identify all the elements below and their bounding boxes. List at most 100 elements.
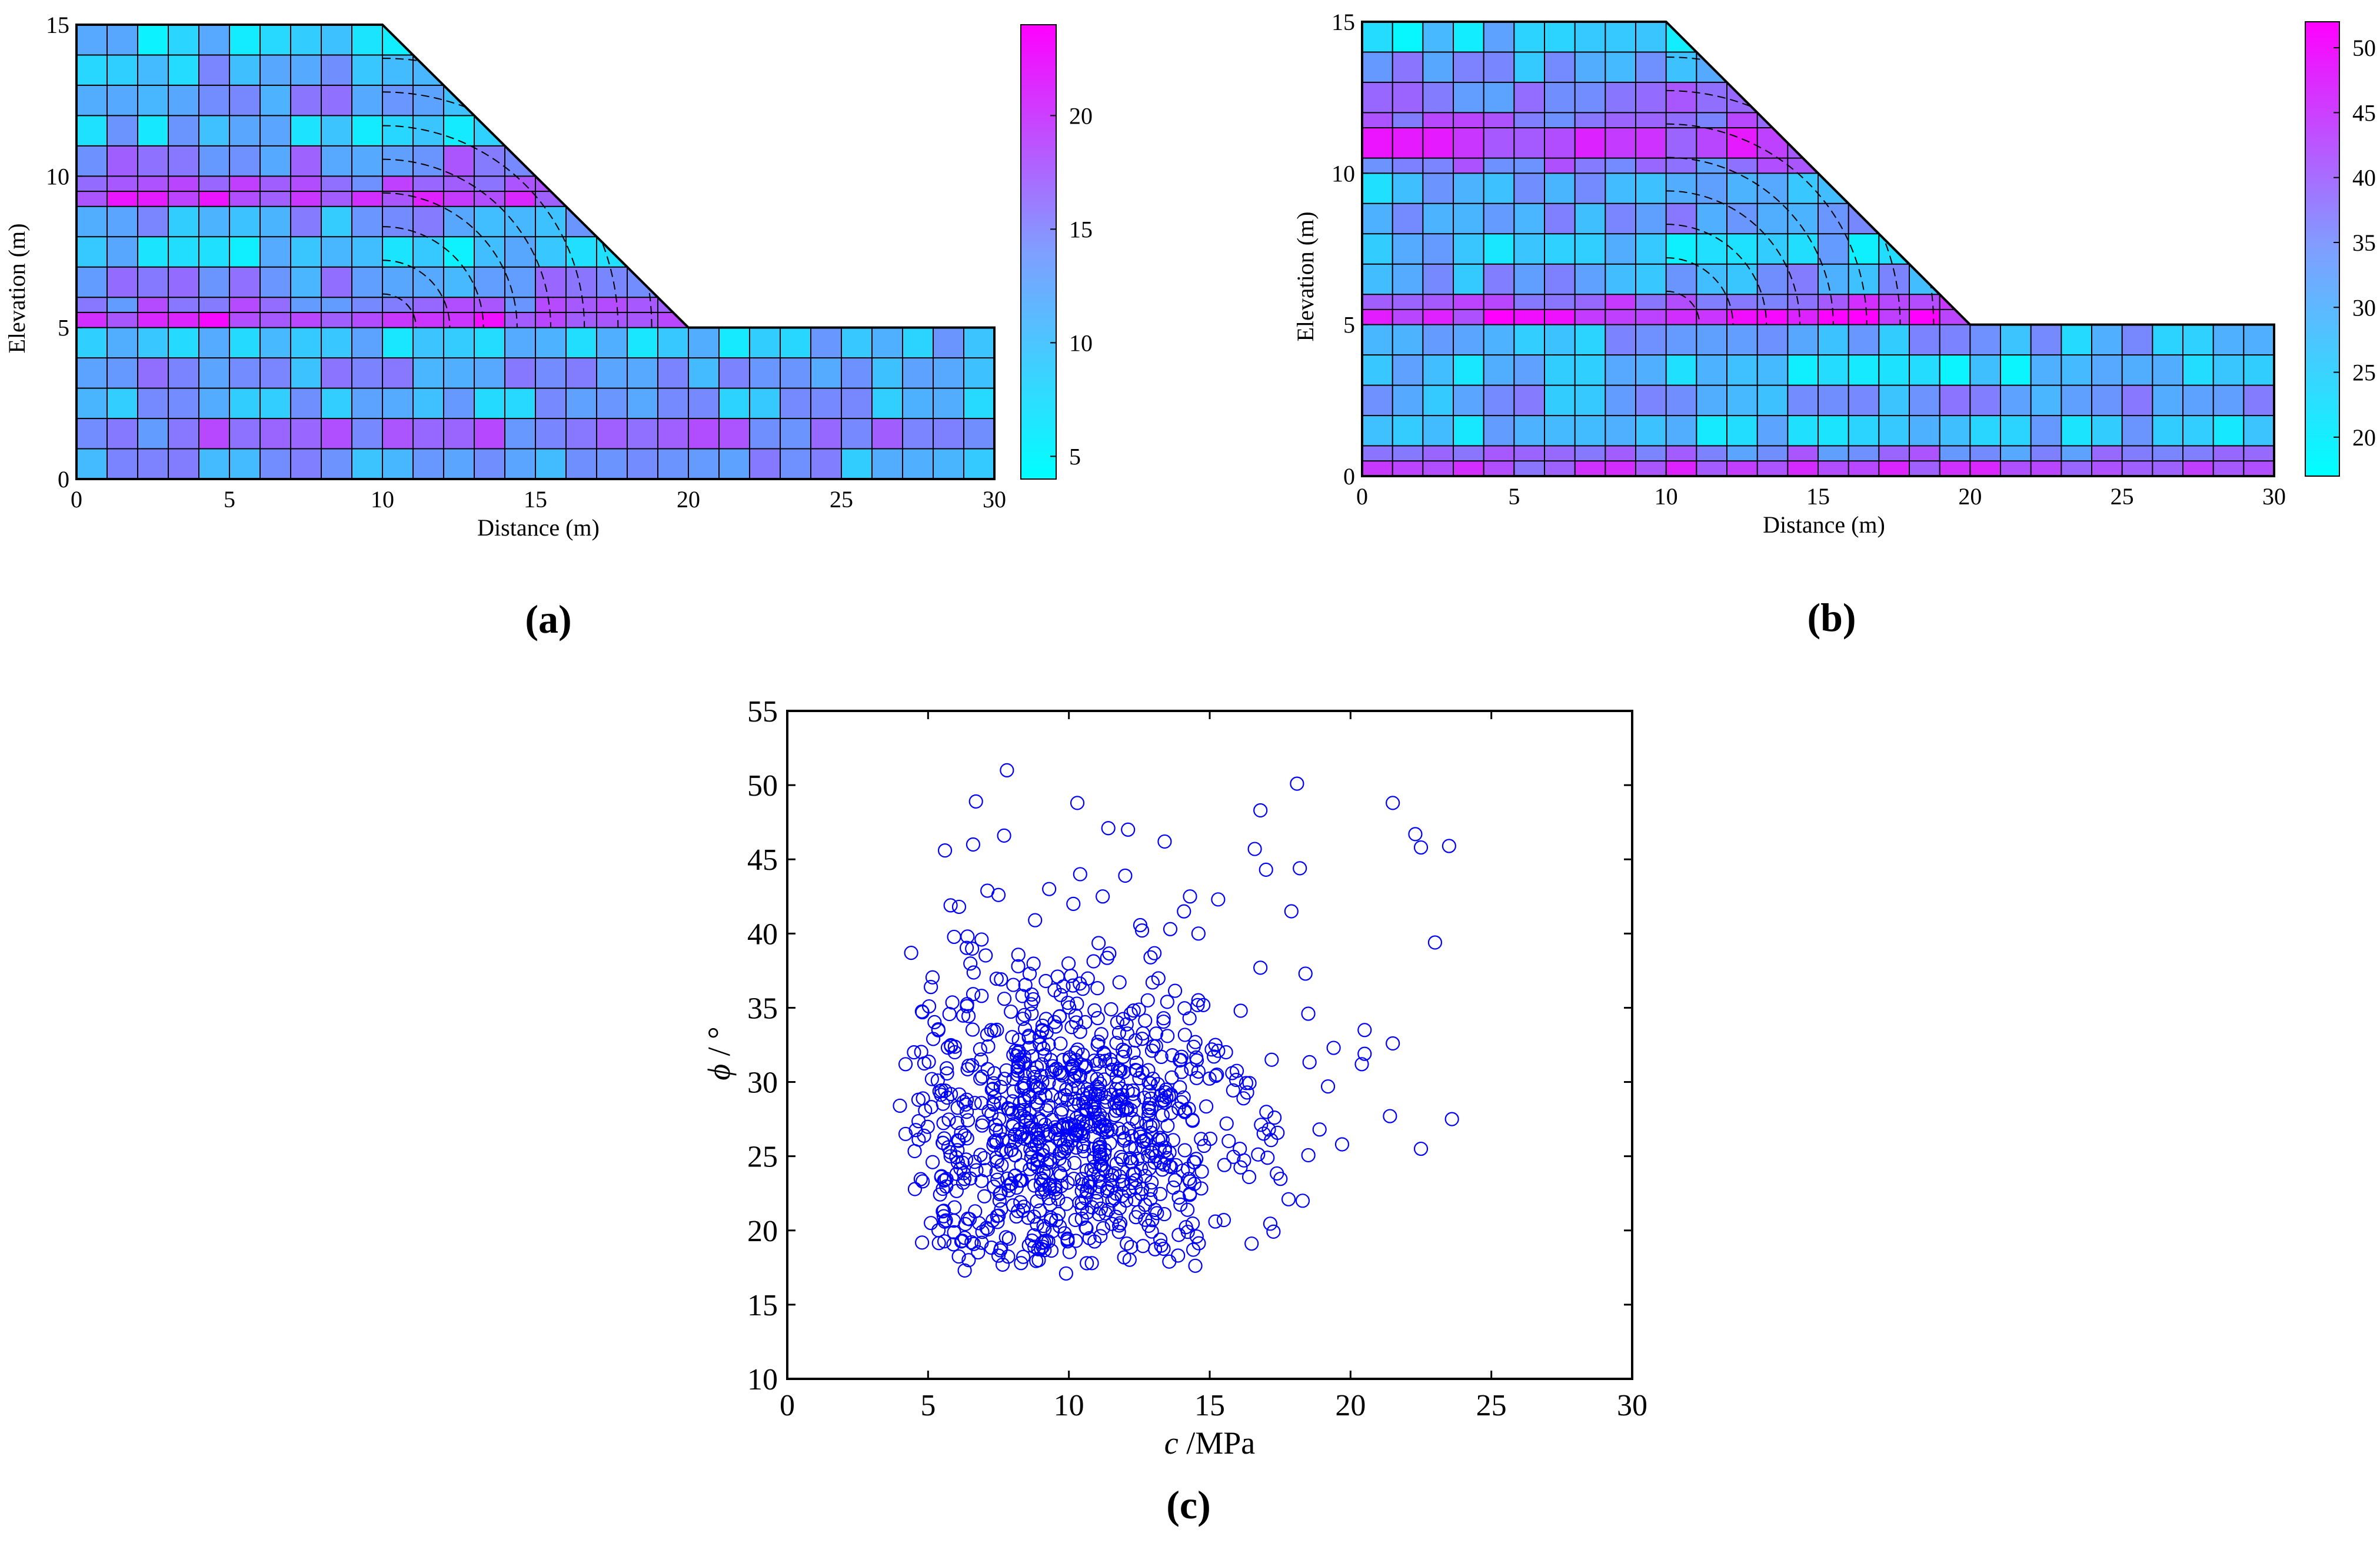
heatmap-cell [474, 85, 505, 117]
heatmap-cell [903, 145, 934, 177]
heatmap-cell [2122, 294, 2153, 310]
scatter-point [925, 1155, 940, 1169]
heatmap-cell [811, 115, 842, 147]
heatmap-cell [1909, 355, 1940, 386]
heatmap-cell [2183, 203, 2214, 235]
heatmap-cell [1544, 173, 1576, 204]
heatmap-cell [627, 191, 658, 207]
scatter-point [1226, 1083, 1240, 1098]
scatter-point [1138, 1212, 1153, 1227]
scatter-point [984, 1240, 999, 1255]
heatmap-cell [444, 25, 475, 56]
heatmap-cell [1636, 355, 1667, 386]
heatmap-cell [1848, 234, 1880, 265]
scatter-point [1029, 1137, 1044, 1152]
heatmap-cell [291, 388, 322, 420]
heatmap-cell [1757, 112, 1789, 129]
heatmap-cell [2092, 385, 2123, 417]
heatmap-cell [903, 267, 934, 298]
heatmap-cell [933, 448, 964, 479]
heatmap-cell [1696, 445, 1727, 462]
heatmap-cell [719, 55, 750, 86]
heatmap-cell [688, 85, 720, 117]
heatmap-cell [1605, 203, 1636, 235]
heatmap-cell [1392, 294, 1424, 310]
heatmap-cell [138, 115, 169, 147]
heatmap-cell [688, 418, 720, 450]
heatmap-cell [505, 327, 536, 359]
scatter-point [1156, 1014, 1171, 1029]
heatmap-cell [1788, 324, 1819, 356]
heatmap-cell [474, 418, 505, 450]
heatmap-cell [1636, 324, 1667, 356]
scatter-point [1191, 1064, 1206, 1079]
heatmap-cell [321, 448, 352, 479]
scatter-point [1181, 1102, 1196, 1116]
scatter-point [990, 1215, 1005, 1229]
heatmap-cell [1939, 461, 1971, 476]
heatmap-cell [750, 25, 781, 56]
heatmap-cell [474, 55, 505, 86]
heatmap-cell [505, 206, 536, 238]
scatter-point [1067, 1118, 1082, 1133]
heatmap-cell [1666, 294, 1697, 310]
heatmap-cell [382, 55, 414, 86]
heatmap-cell [964, 358, 994, 389]
heatmap-cell [1970, 22, 2001, 53]
scatter-point [1062, 1245, 1077, 1259]
heatmap-cell [444, 358, 475, 389]
heatmap-cell [1696, 112, 1727, 129]
scatter-point [974, 1052, 988, 1067]
heatmap-cell [229, 358, 261, 389]
heatmap-cell [658, 191, 689, 207]
scatter-point [1186, 1155, 1201, 1169]
scatter-point [945, 995, 960, 1010]
heatmap-cell [1818, 461, 1849, 476]
scatter-point [960, 1113, 976, 1128]
heatmap-cell [1423, 309, 1454, 325]
heatmap-cell [1544, 445, 1576, 462]
scatter-point [1017, 1076, 1031, 1090]
scatter-point [932, 1084, 947, 1099]
colorbar-tick-label: 25 [2352, 360, 2376, 386]
heatmap-cell [2213, 385, 2245, 417]
heatmap-cell [291, 418, 322, 450]
x-tick-label: 30 [2262, 483, 2286, 510]
heatmap-cell [2122, 385, 2153, 417]
x-tick-label: 30 [983, 486, 1006, 513]
scatter-point [947, 1225, 961, 1239]
heatmap-cell [688, 191, 720, 207]
scatter-point [1048, 1120, 1063, 1135]
heatmap-cell [107, 55, 138, 86]
heatmap-cell [1848, 82, 1880, 114]
heatmap-cell [474, 388, 505, 420]
heatmap-cell [2183, 112, 2214, 129]
heatmap-cell [2092, 445, 2123, 462]
heatmap-cell [1362, 128, 1393, 159]
scatter-point [1107, 1108, 1123, 1122]
heatmap-cell [2000, 309, 2032, 325]
heatmap-cell [811, 191, 842, 207]
heatmap-cell [1879, 385, 1910, 417]
scatter-point [1068, 1066, 1084, 1080]
scatter-point [973, 1042, 987, 1057]
heatmap-cell [2213, 355, 2245, 386]
heatmap-cell [474, 267, 505, 298]
scatter-point [1064, 1058, 1080, 1073]
heatmap-cell [505, 55, 536, 86]
heatmap-cell [841, 55, 873, 86]
scatter-point [1114, 1189, 1129, 1203]
heatmap-cell [964, 176, 994, 192]
heatmap-cell [2061, 203, 2092, 235]
heatmap-cell [444, 297, 475, 313]
heatmap-cell [260, 312, 291, 328]
y-tick-label: 20 [747, 1215, 778, 1248]
heatmap-cell [1666, 385, 1697, 417]
heatmap-cell [382, 312, 414, 328]
heatmap-cell [1575, 264, 1606, 295]
heatmap-cell [444, 115, 475, 147]
scatter-point [1090, 1010, 1105, 1026]
heatmap-cell [627, 25, 658, 56]
heatmap-cell [413, 448, 444, 479]
heatmap-cell [1453, 264, 1484, 295]
